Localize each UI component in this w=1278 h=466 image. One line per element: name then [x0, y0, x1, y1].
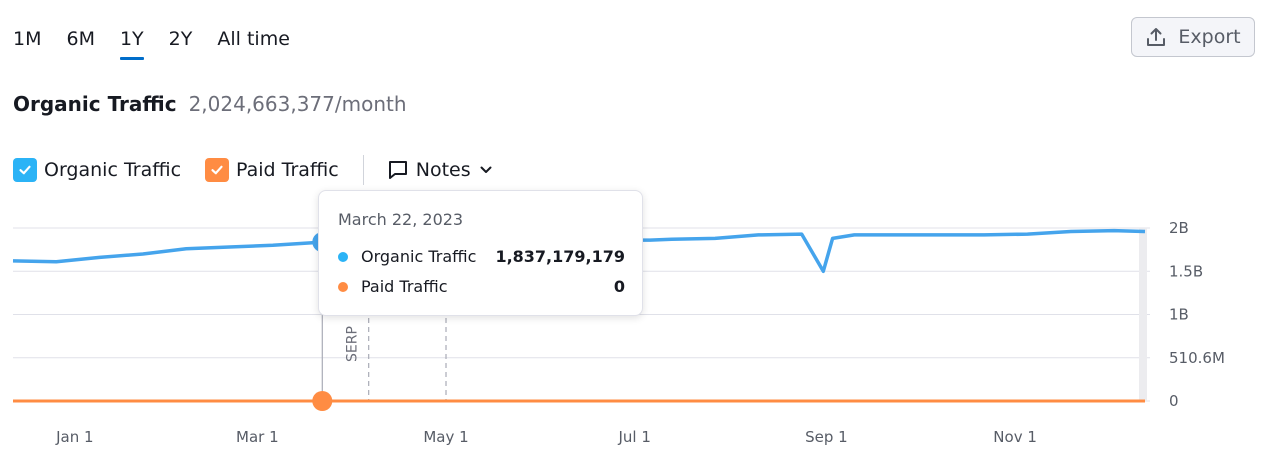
x-tick-label: Sep 1	[805, 428, 848, 446]
paid-legend-label: Paid Traffic	[236, 159, 339, 181]
range-tab-2y[interactable]: 2Y	[168, 28, 193, 50]
tooltip-organic-name: Organic Traffic	[361, 247, 477, 266]
notes-dropdown[interactable]: Notes	[387, 159, 493, 181]
check-icon	[211, 165, 223, 175]
serp-annotation-label: SERP	[345, 326, 361, 362]
export-button[interactable]: Export	[1131, 17, 1255, 57]
tooltip-row-organic: Organic Traffic 1,837,179,179	[338, 247, 625, 266]
legend-organic-traffic[interactable]: Organic Traffic	[13, 158, 181, 182]
headline: Organic Traffic 2,024,663,377/month	[13, 92, 407, 116]
tooltip-organic-value: 1,837,179,179	[495, 247, 625, 266]
x-tick-label: Mar 1	[236, 428, 279, 446]
metric-value: 2,024,663,377/month	[188, 92, 407, 116]
paid-dot-icon	[338, 281, 348, 292]
tooltip-row-paid: Paid Traffic 0	[338, 277, 625, 296]
y-tick-label: 0	[1169, 392, 1179, 410]
tooltip-date: March 22, 2023	[338, 210, 464, 229]
organic-dot-icon	[338, 251, 348, 262]
organic-checkbox[interactable]	[13, 158, 37, 182]
chart-tooltip: March 22, 2023 Organic Traffic 1,837,179…	[318, 190, 643, 316]
range-tab-all-time[interactable]: All time	[217, 28, 290, 50]
paid-hover-marker	[312, 391, 333, 411]
organic-legend-label: Organic Traffic	[44, 159, 182, 181]
chart-legend: Organic Traffic Paid Traffic Notes	[13, 155, 493, 185]
metric-title: Organic Traffic	[13, 92, 177, 116]
tooltip-paid-name: Paid Traffic	[361, 277, 448, 296]
x-tick-label: Nov 1	[993, 428, 1037, 446]
export-label: Export	[1178, 26, 1241, 48]
check-icon	[19, 165, 31, 175]
paid-checkbox[interactable]	[205, 158, 230, 182]
legend-paid-traffic[interactable]: Paid Traffic	[205, 158, 339, 182]
x-tick-label: Jul 1	[617, 428, 650, 446]
tooltip-paid-value: 0	[613, 277, 625, 296]
range-tab-1m[interactable]: 1M	[13, 28, 42, 50]
range-tab-6m[interactable]: 6M	[66, 28, 95, 50]
plot-edge	[1139, 228, 1147, 401]
y-tick-label: 2B	[1169, 219, 1189, 237]
chevron-down-icon	[480, 166, 492, 173]
upload-icon	[1147, 28, 1166, 46]
y-tick-label: 1.5B	[1169, 262, 1203, 280]
x-tick-label: May 1	[423, 428, 468, 446]
y-tick-label: 1B	[1169, 306, 1189, 324]
comment-icon	[388, 161, 407, 179]
y-tick-label: 510.6M	[1169, 349, 1225, 367]
notes-label: Notes	[415, 159, 471, 181]
range-tab-1y[interactable]: 1Y	[119, 26, 144, 60]
date-range-tabs: 1M 6M 1Y 2Y All time	[13, 26, 315, 60]
legend-divider	[362, 155, 364, 185]
x-tick-label: Jan 1	[55, 428, 93, 446]
